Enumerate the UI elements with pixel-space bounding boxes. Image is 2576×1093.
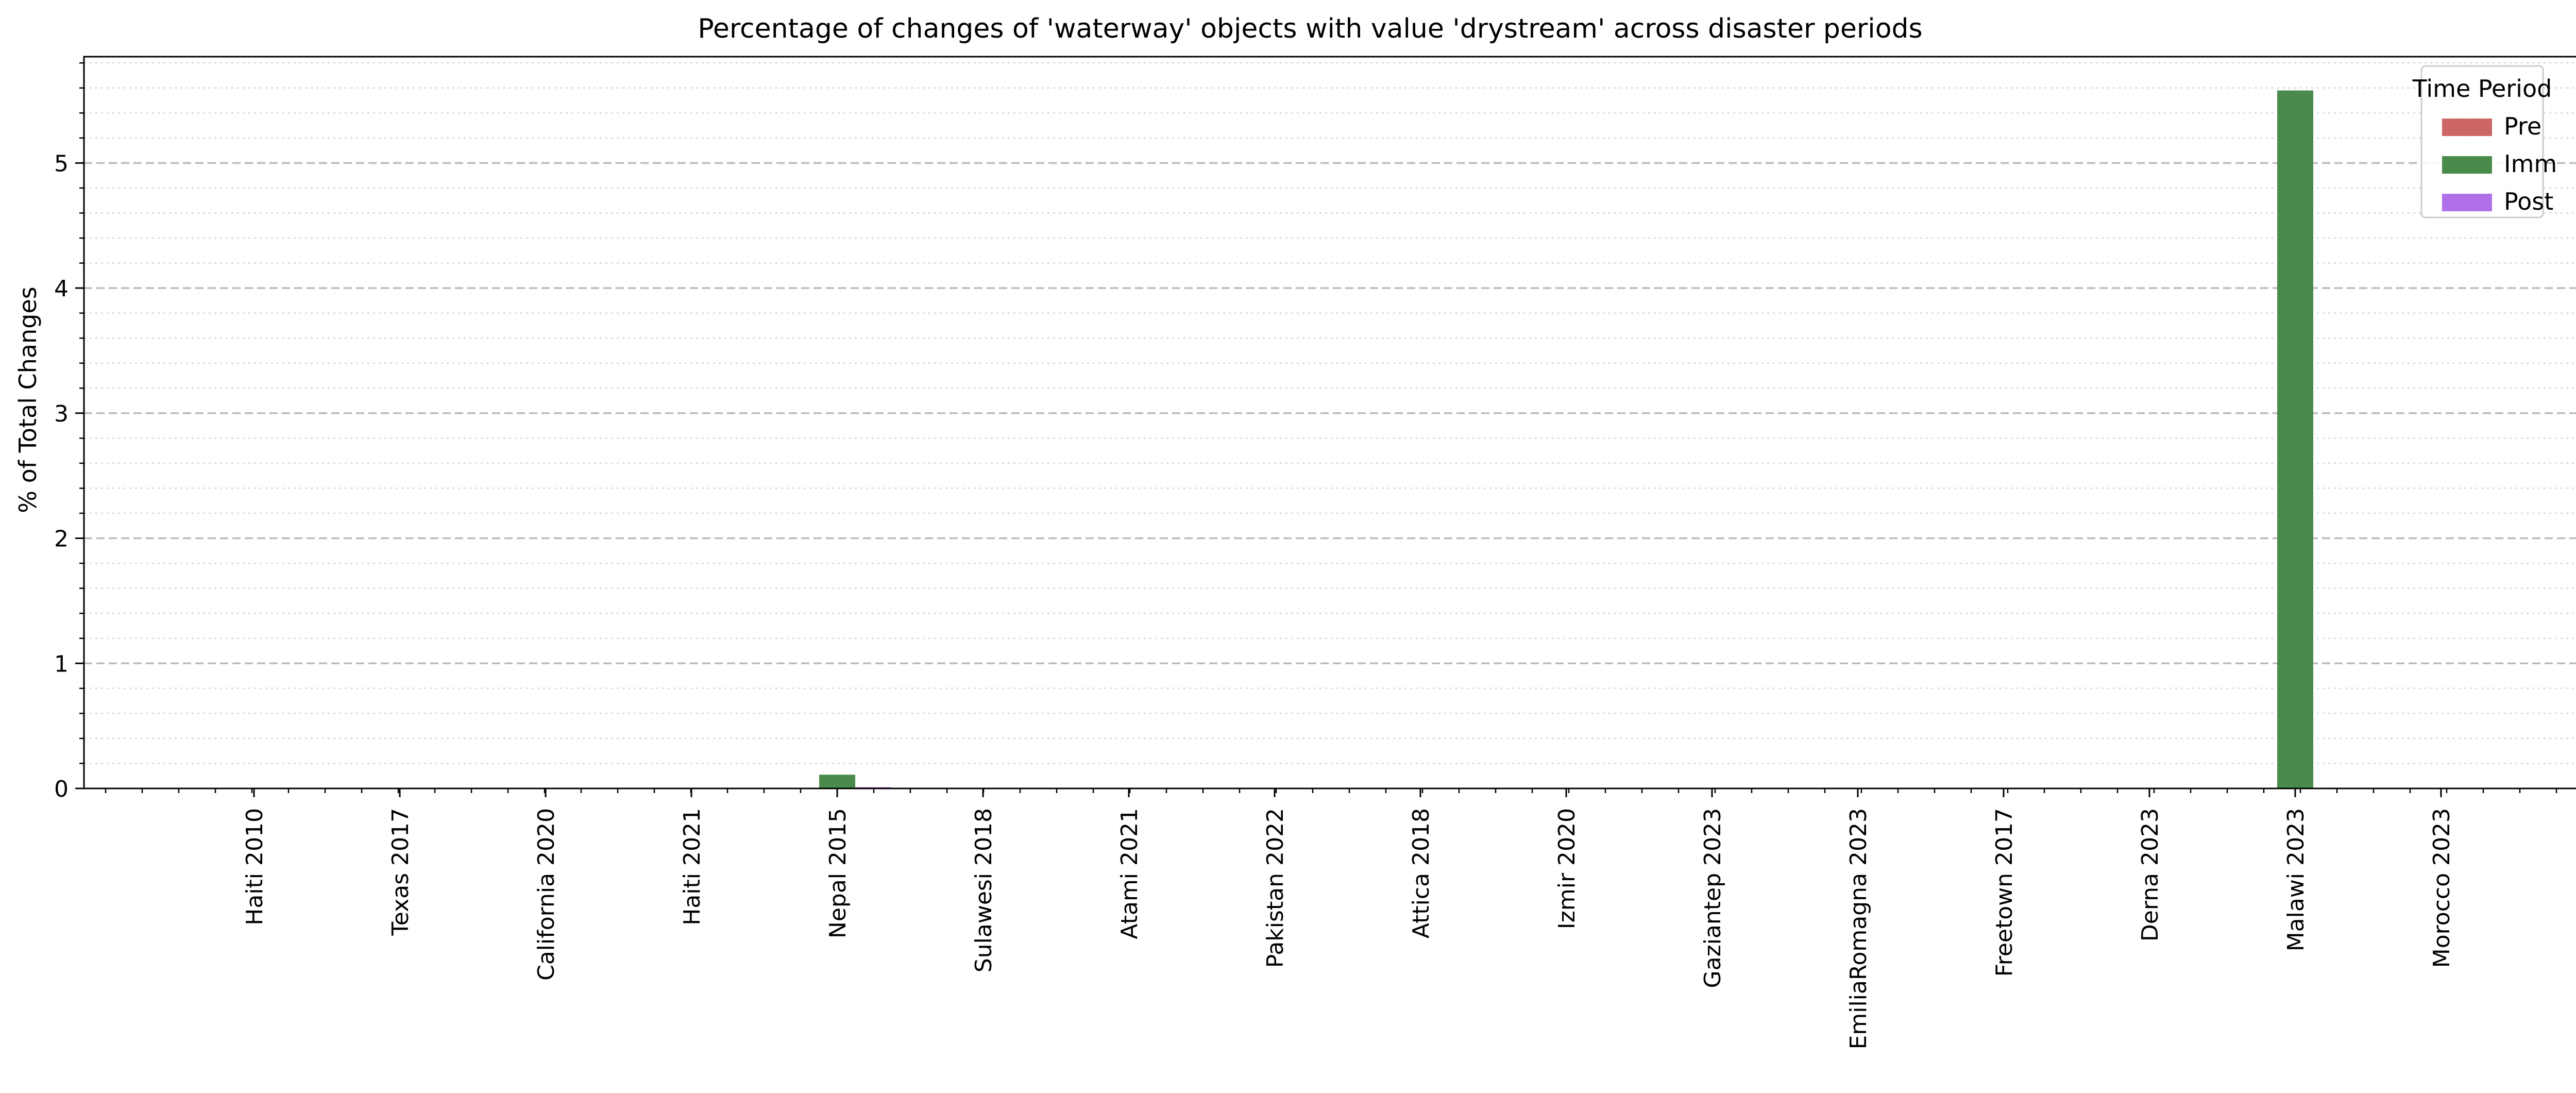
- legend-title: Time Period: [2412, 75, 2552, 103]
- x-tick-label: Atami 2021: [1116, 808, 1143, 939]
- bar-imm: [819, 775, 855, 788]
- bars-layer: [819, 90, 2313, 789]
- legend-swatch-pre: [2442, 119, 2492, 136]
- legend-label-post: Post: [2504, 188, 2553, 215]
- x-tick-label: Gaziantep 2023: [1700, 808, 1726, 988]
- x-tick-label: Freetown 2017: [1991, 808, 2018, 977]
- legend-box: [2420, 65, 2544, 218]
- x-tick-label: Malawi 2023: [2283, 808, 2309, 951]
- y-axis-label: % of Total Changes: [14, 287, 42, 513]
- axes-layer: 0 1 2 3 4 5 Haiti 2010 Texas 2017 California 202…: [54, 56, 2576, 1049]
- x-tick-label: Derna 2023: [2137, 808, 2163, 941]
- x-tick-label: California 2020: [533, 808, 560, 981]
- x-tick-label: EmiliaRomagna 2023: [1845, 808, 1872, 1049]
- x-tick-label: Pakistan 2022: [1262, 808, 1289, 968]
- y-tick-label: 1: [54, 651, 69, 677]
- y-tick-label: 4: [54, 276, 69, 302]
- y-tick-label: 5: [54, 150, 69, 177]
- x-tick-label: Izmir 2020: [1554, 808, 1580, 929]
- y-tick-label: 3: [54, 401, 69, 427]
- x-tick-label: Texas 2017: [387, 808, 414, 936]
- x-tick-label: Attica 2018: [1408, 808, 1434, 938]
- legend-label-pre: Pre: [2504, 112, 2541, 140]
- x-tick-label: Haiti 2021: [679, 808, 705, 926]
- legend: Time Period Pre Imm Post: [2412, 65, 2557, 218]
- x-tick-label: Nepal 2015: [825, 808, 851, 938]
- plot-frame: [83, 56, 2576, 789]
- y-tick-label: 2: [54, 526, 69, 552]
- x-tick-label: Morocco 2023: [2429, 808, 2455, 968]
- y-tick-label: 0: [54, 776, 69, 802]
- legend-label-imm: Imm: [2504, 150, 2557, 178]
- x-tick-label: Haiti 2010: [242, 808, 268, 926]
- bar-imm: [2277, 90, 2313, 789]
- legend-swatch-imm: [2442, 156, 2492, 174]
- chart-title: Percentage of changes of 'waterway' obje…: [698, 13, 1922, 44]
- legend-swatch-post: [2442, 194, 2492, 211]
- x-tick-label: Sulawesi 2018: [971, 808, 997, 972]
- grid-layer: [84, 62, 2576, 764]
